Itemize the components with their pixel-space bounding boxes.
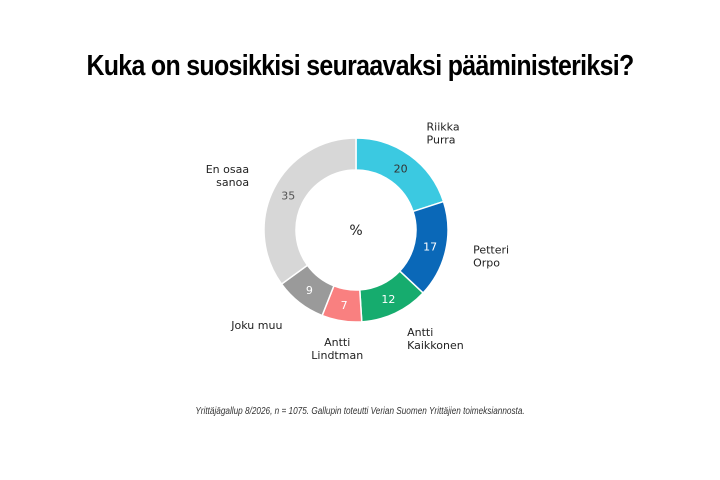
center-label: %: [349, 223, 362, 239]
category-label-antti-kaikkonen: Antti Kaikkonen: [407, 326, 464, 352]
value-label-en-osaa-sanoa: 35: [281, 189, 295, 202]
category-label-antti-lindtman: Antti Lindtman: [311, 336, 363, 362]
chart-title: Kuka on suosikkisi seuraavaksi pääminist…: [86, 50, 634, 82]
category-label-petteri-orpo: Petteri Orpo: [473, 244, 509, 270]
category-label-riikka-purra: Riikka Purra: [427, 120, 460, 146]
footnote: Yrittäjägallup 8/2026, n = 1075. Gallupi…: [195, 406, 525, 417]
value-label-antti-kaikkonen: 12: [381, 293, 395, 306]
category-label-en-osaa-sanoa: En osaa sanoa: [206, 163, 249, 189]
value-label-joku-muu: 9: [306, 284, 313, 297]
category-label-joku-muu: Joku muu: [230, 319, 282, 332]
slice-en-osaa-sanoa: [263, 137, 357, 286]
value-label-antti-lindtman: 7: [341, 299, 348, 312]
value-label-riikka-purra: 20: [394, 163, 408, 176]
value-label-petteri-orpo: 17: [423, 241, 437, 254]
